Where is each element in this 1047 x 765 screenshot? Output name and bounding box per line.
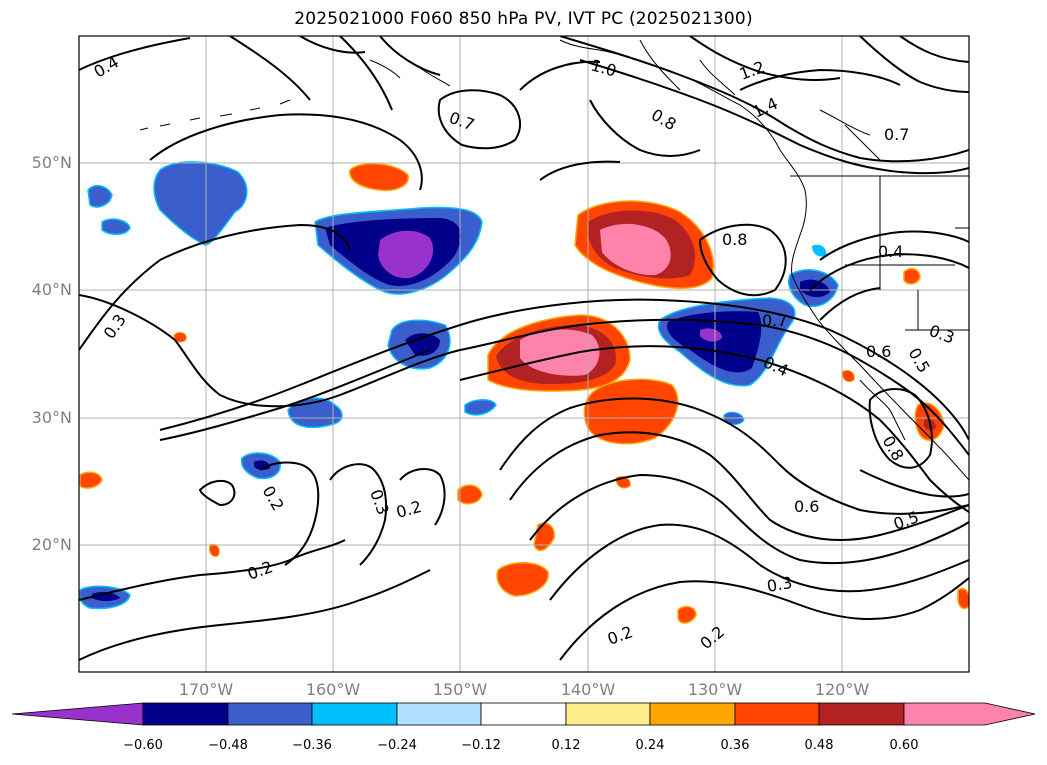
pv-positive-area (496, 562, 549, 597)
pv-positive-area (457, 484, 483, 505)
contour-label: 0.4 (91, 52, 123, 81)
colorbar-tick-label: 0.12 (551, 738, 581, 753)
pv-positive-area (957, 587, 969, 610)
pv-negative-area (101, 218, 131, 235)
contour-label: 0.2 (394, 497, 424, 522)
pv-negative-core (405, 333, 440, 356)
colorbar-tick-label: 0.60 (889, 738, 919, 753)
pv-negative-core (800, 279, 830, 298)
lat-label: 50°N (31, 153, 72, 172)
contour-label: 0.8 (648, 105, 680, 134)
contour-label: 0.3 (927, 321, 957, 348)
colorbar-tick-label: 0.24 (635, 738, 665, 753)
gridlines (79, 36, 969, 672)
pv-shading (79, 161, 969, 624)
pv-positive-area (903, 267, 921, 285)
map-frame (78, 35, 970, 673)
contour-label: 0.2 (245, 557, 275, 584)
pv-positive-area (677, 605, 697, 624)
contour-label: 0.4 (878, 242, 903, 261)
pv-positive-area (841, 369, 855, 383)
colorbar-segment (396, 702, 482, 726)
lon-label: 160°W (305, 680, 361, 699)
pv-negative-min (700, 328, 722, 342)
contour-label: 0.2 (259, 483, 288, 515)
pv-positive-area (533, 522, 555, 552)
colorbar-tick-label: −0.12 (461, 738, 501, 753)
colorbar-segment (734, 702, 820, 726)
pv-positive-max (600, 223, 671, 276)
contour-label: 1.4 (750, 94, 781, 122)
colorbar-segment (480, 702, 567, 726)
colorbar-tick-label: −0.36 (292, 738, 332, 753)
contour-label: 0.6 (866, 342, 891, 361)
colorbar-segment (818, 702, 905, 726)
contour-label: 0.8 (722, 230, 747, 249)
colorbar-segment (227, 702, 313, 726)
pv-negative-area (87, 184, 113, 208)
lon-label: 150°W (432, 680, 488, 699)
lat-label: 20°N (31, 535, 72, 554)
pv-positive-max (520, 329, 600, 376)
colorbar-tick-label: 0.48 (804, 738, 834, 753)
pv-negative-area (153, 161, 248, 246)
colorbar-segment (649, 702, 736, 726)
pv-positive-area (349, 162, 409, 192)
pv-negative-area (812, 244, 827, 257)
pv-negative-min (378, 230, 434, 279)
lon-label: 170°W (178, 680, 234, 699)
lat-label: 40°N (31, 280, 72, 299)
colorbar-segment (565, 702, 651, 726)
colorbar-tick-label: 0.36 (720, 738, 750, 753)
colorbar-segment (903, 702, 1036, 726)
contour-label: 0.5 (891, 507, 921, 534)
contour-label: 0.2 (605, 622, 635, 649)
colorbar-segment (11, 702, 144, 726)
contour-label: 1.0 (589, 56, 619, 81)
contour-label: 0.7 (447, 108, 477, 135)
contour-label: 0.5 (905, 345, 934, 377)
pv-positive-area (209, 543, 220, 557)
contour-label: 0.3 (765, 573, 793, 596)
lat-label: 30°N (31, 408, 72, 427)
contour-label: 0.3 (366, 487, 393, 517)
pv-negative-area (464, 399, 497, 416)
pv-positive-area (79, 471, 103, 489)
colorbar-tick-label: −0.60 (123, 738, 163, 753)
pv-positive-area (583, 378, 679, 445)
lon-label: 140°W (560, 680, 616, 699)
colorbar (11, 702, 1036, 726)
contour-label: 0.2 (696, 622, 728, 653)
lon-label: 120°W (814, 680, 870, 699)
lon-label: 130°W (687, 680, 743, 699)
colorbar-tick-label: −0.24 (377, 738, 417, 753)
contour-label: 1.2 (737, 57, 767, 84)
contour-label: 0.7 (884, 125, 909, 144)
colorbar-tick-label: −0.48 (208, 738, 248, 753)
colorbar-segment (142, 702, 229, 726)
pv-negative-core (666, 311, 762, 373)
coastlines (139, 39, 969, 481)
colorbar-segment (311, 702, 398, 726)
ivt-contours (79, 36, 969, 661)
contour-label: 0.6 (794, 497, 819, 516)
map-title: 2025021000 F060 850 hPa PV, IVT PC (2025… (294, 9, 753, 29)
contour-label: 0.7 (762, 311, 787, 330)
